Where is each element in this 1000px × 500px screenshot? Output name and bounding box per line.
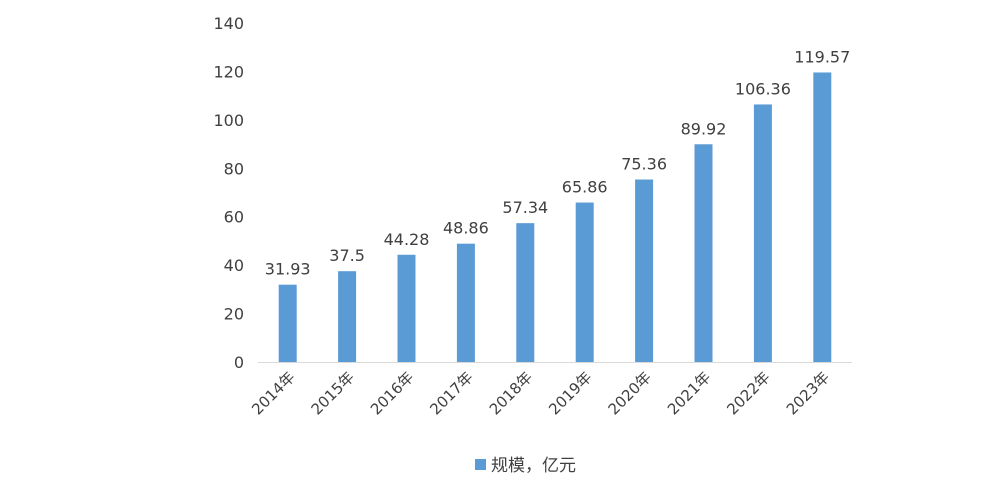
x-tick-label: 2014年	[248, 368, 298, 418]
data-label: 106.36	[735, 79, 791, 98]
data-label: 48.86	[443, 219, 489, 238]
y-tick-label: 140	[213, 14, 244, 33]
category-labels: 2014年 2015年 2016年 2017年 2018年 2019年 2020年 2021年…	[248, 368, 833, 418]
bars	[278, 72, 832, 363]
data-label: 119.57	[794, 47, 850, 66]
x-tick-label: 2019年	[545, 368, 595, 418]
x-tick-label: 2016年	[367, 368, 417, 418]
x-tick-label: 2015年	[308, 368, 358, 418]
bar	[397, 254, 416, 362]
bar	[635, 179, 654, 362]
bar	[338, 271, 357, 362]
data-labels: 31.93 37.5 44.28 48.86 57.34 65.86 75.36 89.92 1…	[265, 47, 850, 278]
data-label: 89.92	[681, 119, 727, 138]
bar	[575, 202, 594, 362]
data-label: 37.5	[329, 246, 365, 265]
y-tick-label: 40	[224, 256, 244, 275]
data-label: 44.28	[384, 230, 430, 249]
bar	[456, 243, 475, 362]
x-tick-label: 2022年	[723, 368, 773, 418]
y-tick-label: 120	[213, 62, 244, 81]
data-label: 57.34	[502, 198, 548, 217]
x-tick-label: 2018年	[486, 368, 536, 418]
x-tick-label: 2021年	[664, 368, 714, 418]
data-label: 75.36	[621, 155, 667, 174]
y-tick-label: 80	[224, 159, 244, 178]
x-tick-label: 2017年	[426, 368, 476, 418]
legend: 规模，亿元	[475, 456, 576, 476]
y-tick-label: 100	[213, 111, 244, 130]
bar	[813, 72, 832, 362]
y-tick-label: 20	[224, 305, 244, 324]
y-tick-label: 60	[224, 208, 244, 227]
bar	[516, 223, 535, 362]
legend-swatch	[475, 459, 486, 470]
bar	[278, 284, 297, 362]
x-tick-label: 2023年	[783, 368, 833, 418]
bar	[753, 104, 772, 363]
legend-label: 规模，亿元	[491, 456, 576, 476]
x-tick-label: 2020年	[605, 368, 655, 418]
bar	[694, 144, 713, 362]
y-tick-label: 0	[234, 353, 244, 372]
data-label: 65.86	[562, 178, 608, 197]
y-axis-ticks: 0 20 40 60 80 100 120 140	[213, 14, 244, 372]
data-label: 31.93	[265, 260, 311, 279]
